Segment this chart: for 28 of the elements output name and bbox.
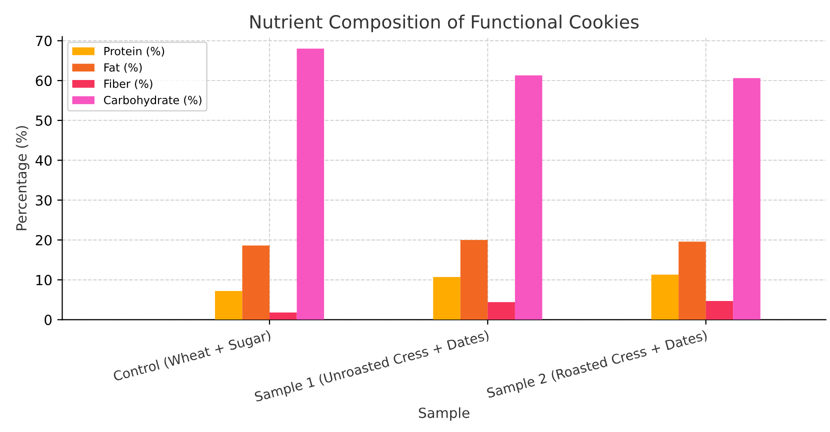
bar <box>488 302 515 320</box>
legend-label: Protein (%) <box>104 46 164 57</box>
y-tick-label: 70 <box>36 36 52 46</box>
legend-label: Fat (%) <box>104 63 142 73</box>
x-tick-label: Control (Wheat + Sugar) <box>112 330 272 384</box>
bar <box>242 246 270 320</box>
y-tick-label: 30 <box>36 195 52 206</box>
y-tick-label: 40 <box>36 155 52 166</box>
bar <box>214 290 242 320</box>
y-tick-label: 60 <box>36 76 52 86</box>
legend-label: Carbohydrate (%) <box>104 96 202 106</box>
bar <box>706 300 734 320</box>
chart-title: Nutrient Composition of Functional Cookies <box>250 14 639 32</box>
bar <box>733 78 760 320</box>
y-tick-label: 50 <box>36 115 52 126</box>
x-axis-title: Sample <box>418 407 470 421</box>
bar <box>433 277 460 320</box>
bar <box>678 242 706 320</box>
y-tick-label: 10 <box>36 274 52 286</box>
bar <box>514 75 542 320</box>
bar <box>296 48 324 320</box>
bar <box>460 240 488 320</box>
y-tick-label: 0 <box>44 314 52 326</box>
y-tick-label: 20 <box>36 234 52 246</box>
bar <box>270 312 297 320</box>
legend-label: Fiber (%) <box>104 79 152 90</box>
y-axis-title: Percentage (%) <box>16 126 30 230</box>
bar <box>651 274 679 320</box>
